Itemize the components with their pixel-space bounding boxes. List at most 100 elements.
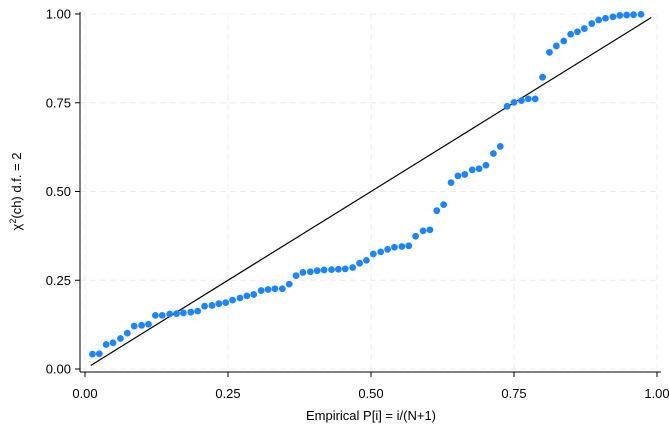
- data-point: [201, 302, 208, 310]
- data-point: [630, 11, 637, 19]
- data-point: [560, 37, 568, 45]
- data-point: [229, 296, 236, 304]
- x-tick-label: 0.00: [72, 386, 97, 401]
- data-point: [109, 339, 117, 347]
- data-point: [546, 48, 553, 56]
- x-tick-label: 0.50: [358, 386, 383, 401]
- y-axis-title-rest: (ch) d.f. = 2: [9, 153, 24, 219]
- data-point: [243, 292, 251, 300]
- data-point: [102, 341, 110, 348]
- data-point: [518, 97, 525, 105]
- data-point: [510, 98, 518, 106]
- y-tick-label: 0.00: [46, 362, 71, 377]
- x-tick-label: 0.75: [501, 386, 526, 401]
- data-point: [166, 310, 174, 318]
- data-point: [574, 28, 581, 36]
- data-point: [482, 161, 490, 169]
- data-point: [356, 259, 363, 267]
- data-point: [130, 322, 138, 330]
- data-point: [391, 243, 398, 251]
- data-point: [187, 308, 195, 316]
- data-point: [363, 256, 370, 264]
- data-point: [250, 291, 258, 298]
- data-point: [433, 207, 441, 215]
- axis-ticks: [75, 13, 658, 377]
- data-point: [524, 95, 532, 103]
- data-point: [567, 30, 575, 38]
- data-point: [440, 201, 448, 209]
- data-point: [580, 25, 588, 32]
- y-axis-title: χ2(ch) d.f. = 2: [8, 153, 24, 231]
- data-point: [271, 285, 279, 293]
- data-point: [405, 242, 413, 250]
- y-axis-title-symbol: χ: [9, 223, 24, 230]
- x-tick-label: 0.25: [215, 386, 240, 401]
- data-point: [173, 310, 180, 318]
- data-point: [454, 172, 462, 180]
- data-point: [468, 166, 476, 174]
- data-point: [461, 171, 469, 178]
- data-point: [609, 13, 617, 21]
- data-point: [278, 285, 286, 293]
- data-point: [419, 227, 427, 235]
- data-point: [552, 42, 560, 50]
- data-point: [285, 280, 293, 288]
- data-point: [208, 302, 216, 309]
- data-point: [117, 335, 124, 342]
- data-point: [447, 179, 455, 187]
- data-point: [123, 329, 131, 337]
- data-points: [89, 10, 645, 358]
- reference-line: [90, 17, 652, 366]
- data-point: [503, 102, 511, 110]
- data-point: [384, 245, 391, 253]
- data-point: [95, 350, 103, 358]
- data-point: [369, 250, 377, 258]
- data-point: [292, 272, 300, 280]
- data-point: [194, 307, 202, 315]
- data-point: [412, 232, 420, 240]
- data-point: [349, 264, 357, 271]
- data-point: [595, 16, 603, 24]
- data-point: [588, 20, 596, 27]
- x-axis-title: Empirical P[i] = i/(N+1): [306, 408, 436, 423]
- data-point: [257, 287, 265, 294]
- y-tick-label: 0.50: [46, 184, 71, 199]
- y-tick-label: 0.25: [46, 273, 71, 288]
- y-axis-title-superscript: 2: [8, 219, 18, 224]
- data-point: [299, 269, 307, 276]
- data-point: [637, 10, 645, 18]
- data-point: [398, 243, 406, 250]
- data-point: [145, 320, 152, 328]
- data-point: [328, 266, 335, 273]
- data-point: [616, 12, 624, 19]
- data-point: [334, 265, 342, 273]
- data-point: [158, 311, 166, 319]
- x-tick-labels: 0.00 0.25 0.50 0.75 1.00: [72, 386, 669, 401]
- data-point: [490, 150, 497, 157]
- data-point: [313, 267, 321, 275]
- data-point: [264, 286, 272, 293]
- data-point: [215, 300, 223, 308]
- data-point: [138, 321, 146, 329]
- data-point: [623, 11, 631, 19]
- data-point: [222, 299, 230, 307]
- y-tick-labels: 0.00 0.25 0.50 0.75 1.00: [46, 7, 71, 377]
- data-point: [236, 294, 244, 302]
- x-tick-label: 1.00: [644, 386, 669, 401]
- data-point: [602, 14, 609, 22]
- data-point: [377, 248, 385, 256]
- data-point: [179, 309, 187, 317]
- data-point: [539, 73, 546, 81]
- data-point: [151, 311, 159, 319]
- data-point: [496, 143, 504, 150]
- data-point: [341, 265, 349, 273]
- data-point: [531, 95, 539, 103]
- data-point: [475, 165, 483, 173]
- data-point: [89, 350, 96, 358]
- data-point: [426, 226, 434, 234]
- data-point: [320, 266, 328, 274]
- y-tick-label: 1.00: [46, 7, 71, 22]
- y-tick-label: 0.75: [46, 95, 71, 110]
- data-point: [306, 268, 314, 276]
